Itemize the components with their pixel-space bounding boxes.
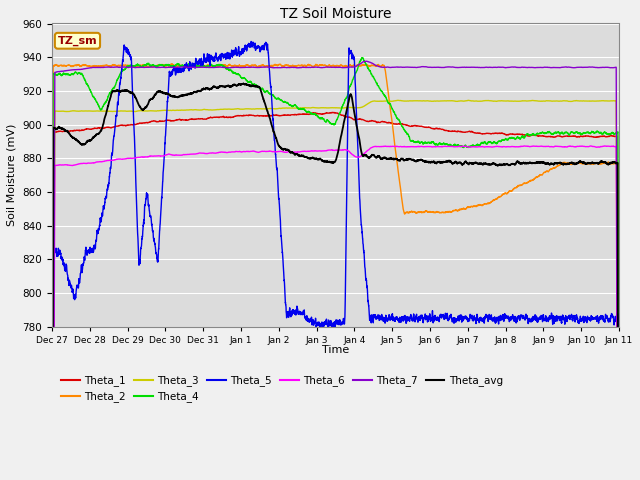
- Y-axis label: Soil Moisture (mV): Soil Moisture (mV): [7, 124, 17, 227]
- Theta_3: [151, 108, 159, 114]
- Theta_4: [471, 144, 479, 149]
- Theta_5: [151, 242, 159, 248]
- Theta_4: [151, 63, 159, 69]
- X-axis label: Time: Time: [322, 345, 349, 355]
- Theta_6: [471, 144, 479, 149]
- Theta_1: [515, 132, 522, 137]
- Theta_1: [151, 118, 159, 124]
- Title: TZ Soil Moisture: TZ Soil Moisture: [280, 7, 391, 21]
- Theta_4: [515, 134, 522, 140]
- Line: Theta_2: Theta_2: [52, 64, 619, 480]
- Theta_7: [362, 58, 370, 64]
- Theta_avg: [265, 112, 273, 118]
- Line: Theta_1: Theta_1: [52, 112, 619, 480]
- Theta_2: [265, 63, 273, 69]
- Theta_6: [388, 144, 396, 149]
- Theta_3: [515, 98, 522, 104]
- Theta_4: [265, 90, 273, 96]
- Theta_avg: [515, 159, 522, 165]
- Theta_2: [168, 61, 176, 67]
- Line: Theta_avg: Theta_avg: [52, 84, 619, 480]
- Theta_1: [471, 130, 479, 136]
- Line: Theta_5: Theta_5: [52, 41, 619, 480]
- Theta_avg: [471, 160, 479, 166]
- Legend: Theta_1, Theta_2, Theta_3, Theta_4, Theta_5, Theta_6, Theta_7, Theta_avg: Theta_1, Theta_2, Theta_3, Theta_4, Thet…: [57, 371, 507, 407]
- Theta_7: [151, 64, 159, 70]
- Text: TZ_sm: TZ_sm: [58, 36, 97, 46]
- Line: Theta_3: Theta_3: [52, 100, 619, 480]
- Theta_6: [520, 143, 528, 149]
- Theta_5: [417, 315, 424, 321]
- Theta_5: [247, 38, 255, 44]
- Theta_1: [388, 120, 396, 126]
- Theta_3: [465, 97, 472, 103]
- Theta_5: [471, 316, 479, 322]
- Theta_7: [265, 64, 273, 70]
- Theta_6: [417, 144, 424, 149]
- Theta_6: [515, 144, 522, 150]
- Theta_2: [388, 119, 396, 125]
- Theta_3: [388, 98, 396, 104]
- Theta_1: [417, 123, 424, 129]
- Theta_2: [151, 63, 159, 69]
- Theta_3: [471, 98, 479, 104]
- Theta_6: [151, 153, 159, 159]
- Theta_7: [515, 64, 522, 70]
- Theta_5: [265, 56, 273, 62]
- Theta_avg: [417, 156, 424, 162]
- Theta_1: [265, 113, 273, 119]
- Theta_avg: [151, 92, 159, 98]
- Theta_2: [515, 183, 522, 189]
- Theta_5: [388, 312, 396, 317]
- Line: Theta_6: Theta_6: [52, 146, 619, 480]
- Theta_6: [265, 148, 273, 154]
- Theta_3: [265, 106, 273, 111]
- Theta_4: [417, 140, 424, 145]
- Theta_7: [417, 64, 424, 70]
- Line: Theta_7: Theta_7: [52, 61, 619, 480]
- Theta_7: [388, 64, 396, 70]
- Theta_avg: [240, 81, 248, 86]
- Theta_7: [471, 64, 479, 70]
- Line: Theta_4: Theta_4: [52, 58, 619, 480]
- Theta_2: [471, 204, 479, 209]
- Theta_1: [329, 109, 337, 115]
- Theta_4: [358, 55, 366, 60]
- Theta_2: [417, 209, 424, 215]
- Theta_5: [515, 314, 522, 320]
- Theta_avg: [388, 156, 396, 161]
- Theta_4: [388, 106, 396, 112]
- Theta_3: [417, 98, 424, 104]
